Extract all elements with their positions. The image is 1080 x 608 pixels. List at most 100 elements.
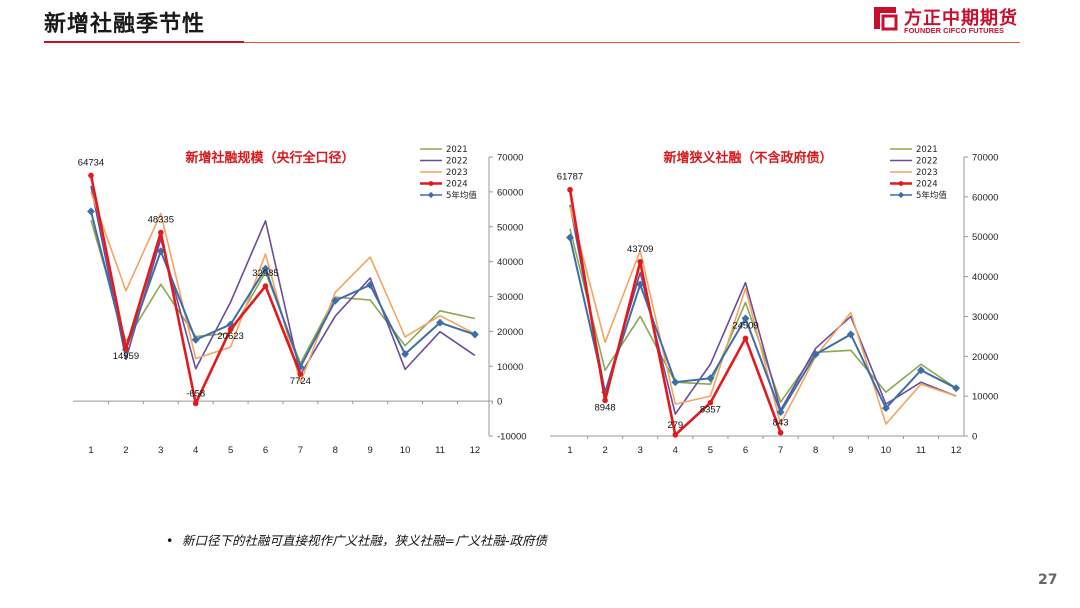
y-tick-label: 60000: [497, 187, 523, 198]
data-point: [567, 186, 573, 193]
y-tick-label: 10000: [972, 392, 998, 403]
series-line-2023: [569, 206, 957, 425]
y-tick-label: 60000: [972, 192, 998, 203]
series-line-2021: [569, 228, 957, 403]
legend-label: 2022: [916, 157, 938, 167]
data-point: [331, 296, 340, 305]
x-tick-label: 5: [708, 445, 713, 456]
x-tick-label: 1: [88, 445, 93, 456]
chart-title: 新增社融规模（央行全口径）: [185, 150, 354, 166]
chart-social-financing-total: 新增社融规模（央行全口径） -10000 0 10000 20000 30000 40000…: [73, 145, 527, 456]
x-tick-label: 10: [881, 445, 892, 456]
page-title: 新增社融季节性: [44, 12, 206, 37]
y-tick-label: 40000: [972, 272, 998, 283]
y-tick-label: 20000: [972, 352, 998, 363]
data-point: [846, 330, 855, 339]
x-tick-label: 7: [778, 445, 783, 456]
legend-label: 2021: [446, 145, 468, 155]
data-point: [672, 432, 679, 438]
footnote-text: 新口径下的社融可直接视作广义社融，狭义社融=广义社融-政府债: [182, 533, 547, 548]
data-label: 24509: [732, 320, 758, 331]
legend-marker: [897, 191, 905, 199]
legend-label: 2021: [916, 145, 938, 155]
series-line-5年均值: [569, 237, 957, 414]
data-point: [262, 283, 269, 289]
data-point: [261, 264, 270, 273]
data-point: [811, 350, 820, 359]
legend-label: 5年均值: [916, 190, 947, 201]
data-point: [436, 318, 444, 327]
logo-mark-icon: [874, 7, 898, 31]
x-tick-label: 12: [951, 445, 962, 456]
data-point: [156, 247, 165, 256]
y-tick-label: 10000: [497, 362, 523, 373]
x-tick-label: 6: [263, 445, 268, 456]
footnote: • 新口径下的社融可直接视作广义社融，狭义社融=广义社融-政府债: [166, 530, 547, 549]
y-tick-label: 20000: [497, 327, 523, 338]
y-tick-label: 70000: [972, 153, 998, 164]
x-tick-label: 8: [333, 445, 338, 456]
x-tick-label: 9: [368, 445, 373, 456]
title-underline-accent: [44, 41, 244, 43]
legend-marker: [427, 191, 435, 199]
x-tick-label: 7: [298, 445, 303, 456]
data-point: [297, 371, 304, 377]
data-label: 64734: [78, 157, 104, 168]
data-point: [952, 384, 961, 393]
x-tick-label: 9: [848, 445, 853, 456]
y-tick-label: 40000: [497, 257, 523, 268]
legend-label: 2023: [916, 168, 938, 178]
data-label: 20623: [217, 331, 243, 342]
x-tick-label: 8: [813, 445, 818, 456]
y-tick-label: 0: [497, 397, 502, 408]
x-tick-label: 4: [673, 445, 678, 456]
data-label: 32985: [252, 268, 278, 279]
data-label: 48335: [148, 215, 174, 226]
x-tick-label: 10: [400, 445, 411, 456]
data-point: [366, 281, 375, 289]
x-tick-label: 4: [193, 445, 198, 456]
data-label: 43709: [627, 244, 653, 255]
data-point: [671, 378, 680, 387]
x-tick-label: 5: [228, 445, 233, 456]
chart-title: 新增狭义社融（不含政府债）: [663, 150, 832, 166]
y-tick-label: 0: [972, 432, 977, 443]
x-tick-label: 2: [602, 445, 607, 456]
bullet-icon: •: [166, 533, 174, 548]
data-point: [776, 408, 785, 417]
data-label: 14959: [113, 351, 139, 362]
data-point: [401, 350, 410, 359]
data-point: [602, 397, 608, 404]
legend-label: 2024: [916, 180, 938, 190]
data-point: [158, 229, 164, 236]
data-point: [637, 258, 643, 265]
data-point: [227, 326, 234, 333]
y-tick-label: 50000: [497, 222, 523, 233]
series-line-2022: [90, 185, 476, 376]
legend-marker: [428, 181, 434, 186]
y-tick-label: 50000: [972, 232, 998, 243]
logo-text-cn: 方正中期期货: [904, 8, 1018, 29]
x-tick-label: 12: [470, 445, 481, 456]
series-line-5年均值: [90, 211, 476, 368]
legend-label: 2022: [446, 157, 468, 167]
data-point: [191, 335, 200, 344]
legend-marker: [898, 181, 904, 186]
data-label: 7724: [290, 376, 311, 387]
data-point: [88, 172, 94, 179]
legend-label: 2023: [446, 168, 468, 178]
y-tick-label: -10000: [497, 432, 527, 443]
x-tick-label: 11: [916, 445, 926, 456]
data-point: [192, 400, 199, 407]
data-label: 61787: [557, 172, 583, 183]
x-tick-label: 6: [743, 445, 748, 456]
x-tick-label: 1: [567, 445, 572, 456]
chart-social-financing-narrow: 新增狭义社融（不含政府债） 0 10000 20000 30000 40000 50000 6…: [550, 145, 998, 456]
legend-label: 5年均值: [446, 190, 477, 201]
data-label: 843: [773, 418, 789, 429]
data-point: [742, 335, 749, 342]
logo-text-en: FOUNDER CIFCO FUTURES: [904, 26, 1004, 35]
data-point: [777, 429, 784, 436]
legend-label: 2024: [446, 180, 468, 190]
data-point: [87, 207, 95, 216]
